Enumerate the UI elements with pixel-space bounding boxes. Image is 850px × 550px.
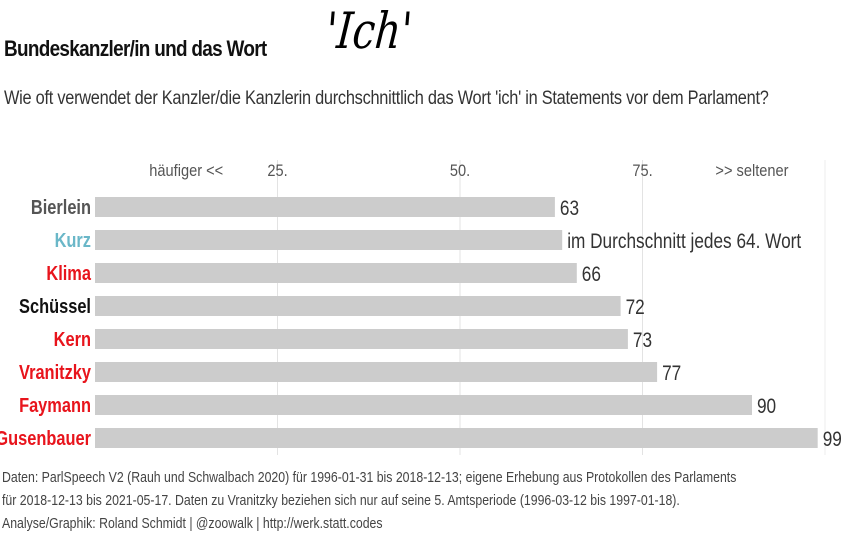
x-tick-label: 25.	[267, 162, 287, 180]
data-label: im Durchschnitt jedes 64. Wort	[567, 231, 802, 254]
bar	[95, 428, 818, 448]
category-label: Kern	[54, 327, 91, 350]
category-label: Vranitzky	[19, 360, 92, 383]
footer-credit: Analyse/Graphik: Roland Schmidt | @zoowa…	[2, 515, 383, 532]
bar	[95, 395, 752, 415]
axis-note-right: >> seltener	[715, 162, 789, 180]
data-label: 90	[757, 396, 776, 419]
bar	[95, 296, 621, 316]
title-row: Bundeskanzler/in und das Wort 'Ich'	[4, 2, 844, 80]
data-label: 77	[662, 363, 681, 386]
footer-source-line-1: Daten: ParlSpeech V2 (Rauh und Schwalbac…	[2, 469, 737, 486]
bar	[95, 329, 628, 349]
axis-note-left: häufiger <<	[149, 162, 223, 180]
data-label: 73	[633, 330, 652, 353]
category-label: Gusenbauer	[0, 426, 91, 449]
category-label: Kurz	[55, 228, 91, 251]
category-label: Bierlein	[31, 195, 91, 218]
bar-chart: 25. 50. 75. häufiger << >> seltener Bierlein 6…	[0, 160, 842, 455]
data-label: 99	[823, 429, 842, 452]
footer: Daten: ParlSpeech V2 (Rauh und Schwalbac…	[2, 466, 848, 535]
chart-title: Bundeskanzler/in und das Wort	[4, 36, 267, 61]
x-tick-label: 50.	[450, 162, 470, 180]
bar	[95, 197, 555, 217]
category-label: Schüssel	[19, 294, 91, 317]
data-label: 66	[582, 264, 601, 287]
chart-subtitle: Wie oft verwendet der Kanzler/die Kanzle…	[4, 88, 769, 109]
category-label: Faymann	[19, 393, 91, 416]
footer-source-line-2: für 2018-12-13 bis 2021-05-17. Daten zu …	[2, 492, 680, 509]
bar	[95, 230, 563, 250]
bar	[95, 263, 577, 283]
data-label: 72	[626, 297, 645, 320]
bar	[95, 362, 658, 382]
data-label: 63	[560, 198, 579, 221]
category-label: Klima	[46, 261, 91, 284]
chart-title-accent: 'Ich'	[323, 2, 415, 60]
x-tick-label: 75.	[632, 162, 652, 180]
